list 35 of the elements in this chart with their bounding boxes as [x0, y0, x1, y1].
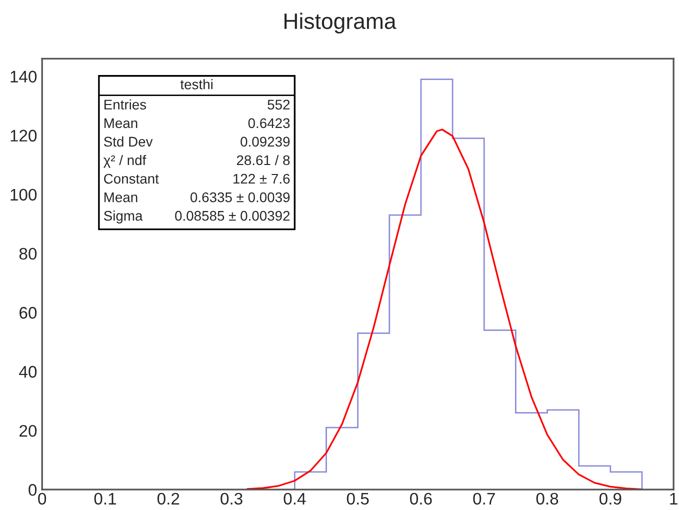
y-tick-label: 120	[10, 130, 37, 142]
y-tick-label: 40	[19, 366, 37, 378]
x-tick-label: 0.1	[94, 492, 116, 505]
annotation: 0.6423	[248, 118, 290, 128]
annotation: 0.08585 ± 0.00392	[175, 210, 290, 221]
x-tick-label: 0.8	[536, 492, 558, 505]
y-tick-label: 80	[19, 248, 37, 260]
y-tick-label: 60	[20, 306, 37, 319]
x-tick-label: 0.4	[284, 492, 306, 505]
annotation: 0.09239	[240, 136, 290, 147]
annotation: Constant	[104, 174, 159, 184]
y-tick-label: 20	[20, 424, 37, 437]
annotation: Mean	[104, 118, 138, 128]
annotation: Entries	[104, 99, 146, 110]
y-tick-label: 100	[10, 188, 37, 201]
annotation: 552	[268, 100, 290, 110]
y-tick-label: 0	[28, 484, 37, 496]
annotation: testhi	[180, 79, 212, 90]
x-tick-label: 0.2	[157, 492, 180, 505]
annotation: 28.61 / 8	[236, 154, 290, 166]
x-tick-label: 0	[38, 492, 46, 505]
x-tick-label: 0.3	[220, 492, 242, 505]
chart-title: Histograma	[284, 12, 396, 34]
x-tick-label: 0.5	[346, 492, 369, 505]
annotation: 0.6335 ± 0.0039	[190, 192, 290, 202]
annotation: 122 ± 7.6	[234, 174, 290, 184]
annotation: Std Dev	[104, 136, 153, 147]
annotation: Mean	[104, 192, 138, 202]
y-tick-label: 140	[10, 70, 37, 83]
x-tick-label: 1	[670, 492, 678, 504]
annotation: Sigma	[104, 210, 143, 224]
annotation: χ² / ndf	[103, 154, 146, 168]
x-tick-label: 0.7	[473, 492, 495, 505]
x-tick-label: 0.9	[599, 492, 622, 505]
x-tick-label: 0.6	[410, 492, 432, 505]
